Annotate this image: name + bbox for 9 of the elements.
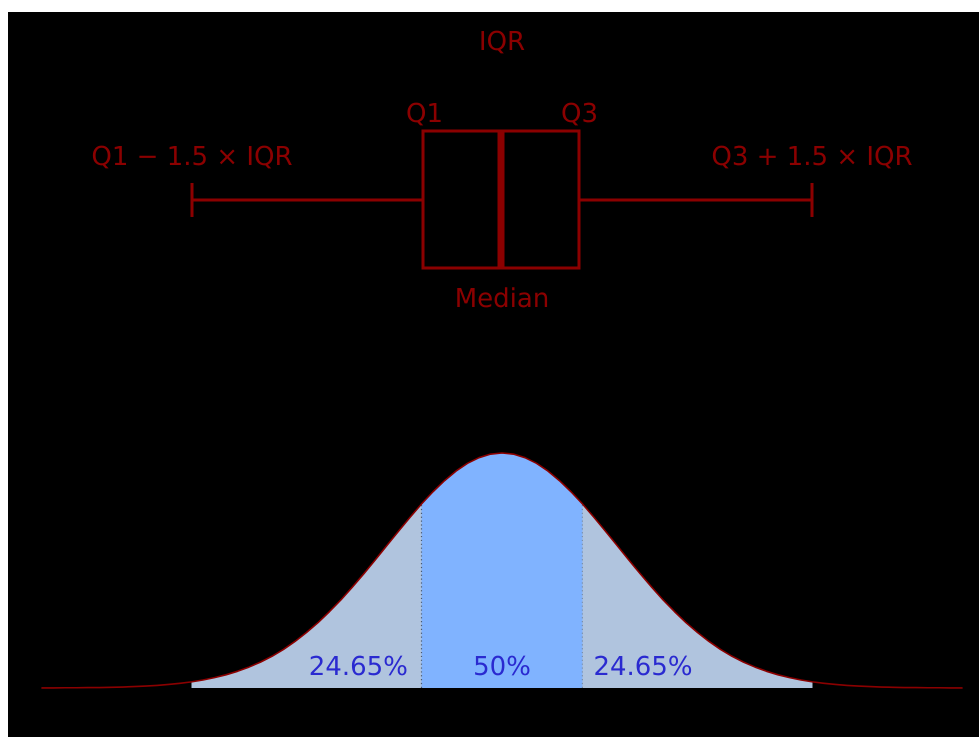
text: Q3: [562, 102, 596, 126]
text: Q3 + 1.5 × IQR: [712, 146, 912, 168]
text: IQR: [481, 30, 524, 54]
annotation: 24.65%: [595, 656, 692, 676]
annotation: 24.65%: [310, 656, 406, 676]
text: Q1: [407, 102, 441, 126]
annotation: 50%: [475, 656, 530, 676]
text: Q1 − 1.5 × IQR: [92, 146, 292, 168]
text: Median: [457, 287, 548, 308]
